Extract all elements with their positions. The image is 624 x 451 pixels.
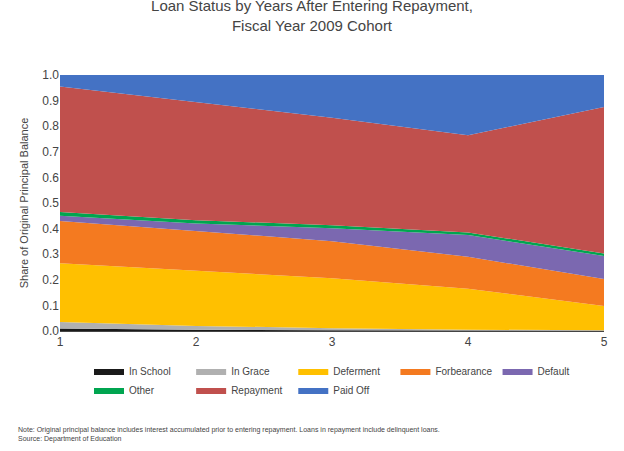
svg-text:0.8: 0.8 xyxy=(42,119,59,133)
svg-text:0.6: 0.6 xyxy=(42,171,59,185)
svg-text:1.0: 1.0 xyxy=(42,68,59,82)
svg-text:Default: Default xyxy=(538,366,570,377)
svg-text:0.1: 0.1 xyxy=(42,299,59,313)
svg-text:4: 4 xyxy=(465,335,472,349)
svg-text:0.2: 0.2 xyxy=(42,273,59,287)
svg-text:0.9: 0.9 xyxy=(42,94,59,108)
svg-text:In Grace: In Grace xyxy=(231,366,270,377)
svg-text:Forbearance: Forbearance xyxy=(435,366,492,377)
svg-text:Loan Status by Years After Ent: Loan Status by Years After Entering Repa… xyxy=(151,0,473,34)
svg-text:0.3: 0.3 xyxy=(42,247,59,261)
svg-text:0.0: 0.0 xyxy=(42,324,59,338)
svg-text:3: 3 xyxy=(329,335,336,349)
svg-text:In School: In School xyxy=(129,366,171,377)
svg-text:5: 5 xyxy=(601,335,608,349)
svg-text:0.7: 0.7 xyxy=(42,145,59,159)
svg-text:Repayment: Repayment xyxy=(231,385,282,396)
svg-text:Other: Other xyxy=(129,385,155,396)
svg-text:Paid Off: Paid Off xyxy=(333,385,369,396)
svg-text:Deferment: Deferment xyxy=(333,366,380,377)
svg-text:0.4: 0.4 xyxy=(42,222,59,236)
svg-text:0.5: 0.5 xyxy=(42,196,59,210)
svg-text:1: 1 xyxy=(57,335,64,349)
svg-text:Share of Original Principal Ba: Share of Original Principal Balance xyxy=(18,118,30,289)
svg-text:2: 2 xyxy=(193,335,200,349)
svg-text:Note: Original principal balan: Note: Original principal balance include… xyxy=(18,426,440,443)
